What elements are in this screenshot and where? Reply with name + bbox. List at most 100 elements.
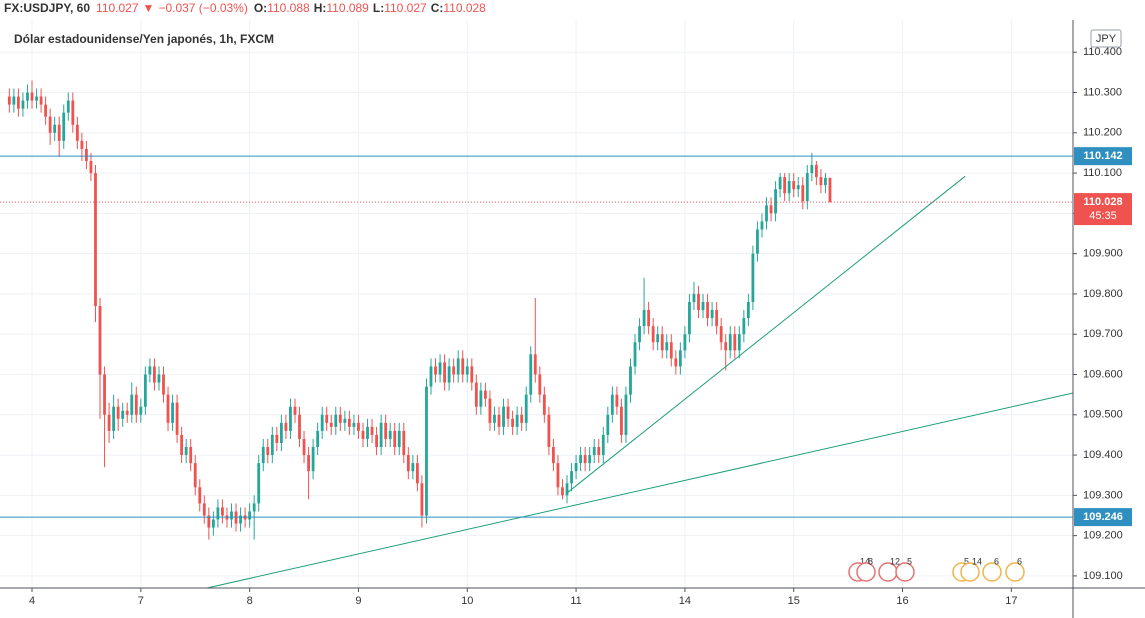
arrow: ▼ <box>143 1 155 15</box>
candle-body <box>710 310 714 319</box>
candle-body <box>642 310 646 327</box>
close: 110.028 <box>443 1 486 15</box>
y-tick-label: 110.200 <box>1083 127 1122 139</box>
y-tick-label: 109.700 <box>1083 328 1123 340</box>
candle-body <box>71 100 75 125</box>
candle-body <box>298 414 301 439</box>
candle-body <box>742 318 746 335</box>
candle-body <box>810 165 814 174</box>
candle-body <box>384 422 388 439</box>
candle-body <box>547 414 551 448</box>
candle-body <box>461 358 465 375</box>
change: −0.037 (−0.03%) <box>158 1 247 15</box>
candle-body <box>620 406 623 435</box>
candle-body <box>556 463 560 488</box>
candle-body <box>488 398 492 423</box>
candle-body <box>248 511 252 520</box>
candle-body <box>148 366 152 375</box>
candle-body <box>193 463 197 488</box>
candle-body <box>302 438 306 456</box>
candle-body <box>420 483 424 516</box>
price-label: 109.246 <box>1083 511 1123 523</box>
event-count: 14 <box>972 556 982 566</box>
candle-body <box>443 362 447 383</box>
candle-body <box>257 463 261 504</box>
candle-body <box>35 96 38 101</box>
y-tick-label: 110.100 <box>1083 167 1122 179</box>
candle-body <box>769 205 773 214</box>
currency: JPY <box>1096 33 1117 45</box>
x-tick-label: 8 <box>247 595 253 607</box>
y-tick-label: 109.200 <box>1083 530 1123 542</box>
countdown: 45:35 <box>1089 210 1117 222</box>
candle-body <box>796 185 800 190</box>
event-icon <box>1005 562 1025 582</box>
event-icon <box>960 562 980 582</box>
candle-body <box>320 414 324 431</box>
candle-body <box>202 503 206 516</box>
candle-body <box>515 414 519 427</box>
price-label-box <box>1074 147 1132 166</box>
event-icon <box>982 562 1002 582</box>
candle-body <box>656 334 660 343</box>
candle-body <box>402 430 406 456</box>
x-tick-label: 7 <box>138 595 144 607</box>
candle-body <box>166 394 170 423</box>
candle-body <box>21 100 25 109</box>
candle-body <box>606 414 610 435</box>
candle-body <box>388 430 392 439</box>
candle-body <box>275 434 279 443</box>
candle-body <box>98 306 102 375</box>
candle-body <box>601 434 605 456</box>
last-price-label: 110.028 <box>1083 196 1122 208</box>
currency-box <box>1090 29 1122 48</box>
candle-body <box>715 310 719 327</box>
symbol: FX:USDJPY, 60 110.027 ▼ −0.037 (−0.03%) O:11… <box>4 1 486 15</box>
candle-body <box>697 293 700 311</box>
candle-body <box>493 414 496 423</box>
candle-body <box>17 96 20 109</box>
candle-body <box>39 96 43 105</box>
candle-body <box>116 406 120 419</box>
axis: 109.100 109.200 109.300 109.400 109.500 109.6… <box>29 46 1132 607</box>
event-icon <box>895 562 915 582</box>
candle-body <box>284 422 288 431</box>
candle-body <box>12 96 16 105</box>
candle-body <box>633 342 637 367</box>
open: 110.088 <box>267 1 310 15</box>
candle-body <box>216 507 220 520</box>
candle-body <box>483 390 487 399</box>
candle-body <box>325 414 329 423</box>
candle-body <box>80 140 84 149</box>
candle-body <box>189 447 193 464</box>
last-price: 110.027 <box>96 1 139 15</box>
candle-body <box>270 434 274 456</box>
candle-body <box>75 124 79 141</box>
candle-body <box>352 422 356 427</box>
y-tick-label: 109.100 <box>1083 570 1123 582</box>
candle-body <box>592 447 596 456</box>
candle-body <box>746 301 750 319</box>
candle-body <box>561 487 564 496</box>
candle-body <box>538 374 542 395</box>
y-tick-label: 109.500 <box>1083 409 1123 421</box>
y-tick-label: 109.800 <box>1083 288 1123 300</box>
trend-line <box>566 175 966 494</box>
candle-body <box>107 414 111 431</box>
candle-body <box>370 426 374 435</box>
candle-body <box>765 205 768 222</box>
candle-body <box>647 310 651 327</box>
candle-body <box>375 434 378 448</box>
y-tick-label: 109.900 <box>1083 248 1123 260</box>
candle-body <box>415 463 419 484</box>
event-count: 8 <box>868 556 873 566</box>
candle-body <box>728 334 732 351</box>
candle-body <box>103 374 106 415</box>
candle-body <box>824 177 827 186</box>
candle-body <box>574 463 578 472</box>
candle-body <box>139 406 143 415</box>
candle-body <box>760 221 764 230</box>
candle-body <box>465 366 469 375</box>
candle-body <box>479 390 483 407</box>
